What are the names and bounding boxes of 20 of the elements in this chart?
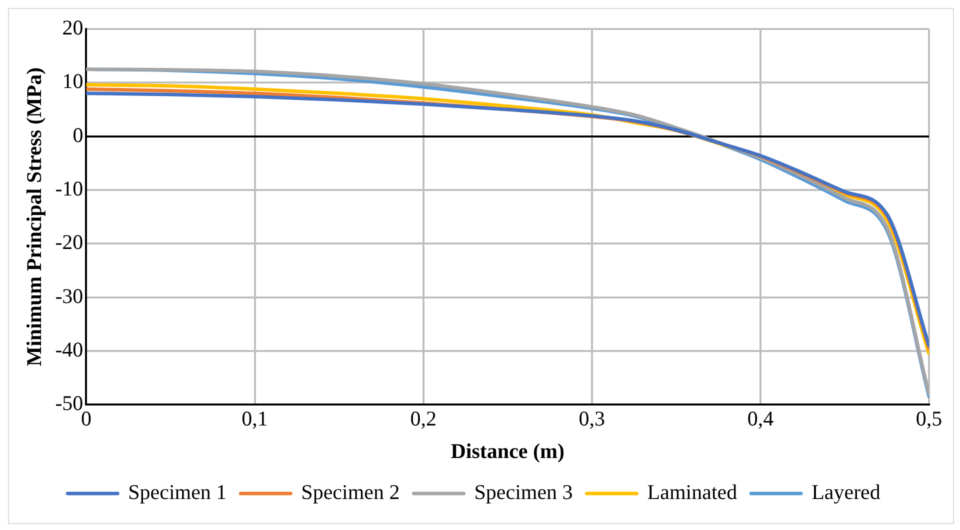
y-tick-label: -10 [55,176,84,200]
y-tick-label: -30 [55,284,84,308]
legend-label: Specimen 3 [474,480,573,504]
x-tick-label: 0,4 [747,406,774,431]
y-tick-label: -50 [55,391,84,416]
y-tick-label: 10 [62,69,84,94]
x-tick-label: 0,2 [410,406,436,431]
y-tick-label: -40 [55,337,84,362]
y-tick-label: 20 [62,16,84,40]
legend-label: Layered [812,480,881,504]
y-axis-title: Minimum Principal Stress (MPa) [22,67,46,366]
legend-label: Laminated [647,480,738,504]
y-tick-label: -20 [55,230,84,254]
x-tick-label: 0,5 [916,406,942,431]
x-tick-label: 0,3 [578,406,605,431]
x-axis-title: Distance (m) [450,438,564,463]
y-tick-label: 0 [72,122,84,147]
legend-label: Specimen 2 [301,480,400,504]
legend-label: Specimen 1 [128,480,227,504]
x-tick-label: 0,1 [242,406,268,431]
